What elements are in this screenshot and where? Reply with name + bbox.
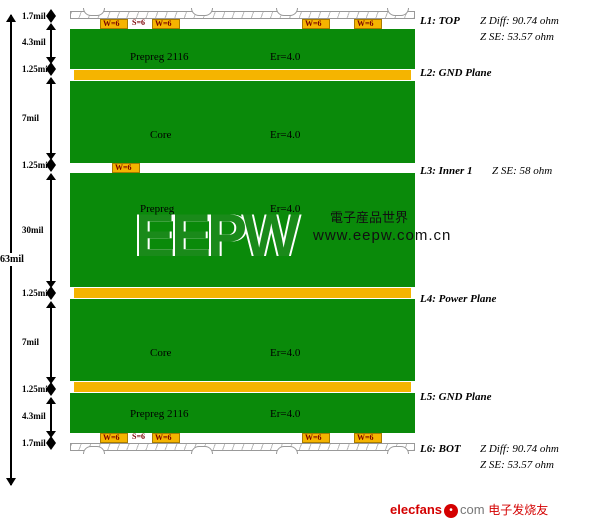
- core-2: Core Er=4.0: [70, 299, 415, 381]
- spacing-label: S=6: [132, 432, 145, 441]
- dim-label: 30mil: [22, 225, 44, 235]
- trace-top-2: W=6: [152, 19, 180, 29]
- watermark-eepw-cn: 電子産品世界: [330, 207, 408, 226]
- layer-name-L3: L3: Inner 1: [420, 165, 473, 177]
- layer-name-L6: L6: BOT: [420, 443, 461, 455]
- trace-bot-3: W=6: [302, 433, 330, 443]
- spacing-label: S=6: [132, 18, 145, 27]
- dim-label: 1.25mil: [22, 160, 50, 170]
- trace-bot-4: W=6: [354, 433, 382, 443]
- dim-label: 7mil: [22, 337, 39, 347]
- dim-label: 1.25mil: [22, 288, 50, 298]
- prepreg-1: Prepreg 2116 Er=4.0: [70, 29, 415, 69]
- trace-top-1: W=6: [100, 19, 128, 29]
- dim-label: 1.25mil: [22, 384, 50, 394]
- impedance-zdiff-L6: Z Diff: 90.74 ohm: [480, 443, 559, 455]
- impedance-zse-L1: Z SE: 53.57 ohm: [480, 31, 554, 43]
- impedance-zdiff-L1: Z Diff: 90.74 ohm: [480, 15, 559, 27]
- soldermask-bottom: [70, 443, 415, 451]
- watermark-elecfans: elecfans•com 电子发烧友: [390, 501, 548, 519]
- dim-label: 1.7mil: [22, 11, 46, 21]
- trace-top-4: W=6: [354, 19, 382, 29]
- trace-top-3: W=6: [302, 19, 330, 29]
- total-thickness-label: 63mil: [0, 253, 24, 266]
- core-1: Core Er=4.0: [70, 81, 415, 163]
- impedance-zse-L3: Z SE: 58 ohm: [492, 165, 552, 177]
- layer-name-L4: L4: Power Plane: [420, 293, 496, 305]
- impedance-zse-L6: Z SE: 53.57 ohm: [480, 459, 554, 471]
- layer-L3-traces: W=6: [70, 163, 415, 173]
- layer-name-L5: L5: GND Plane: [420, 391, 492, 403]
- pcb-stackup-diagram: 63mil 1.7mil 4.3mil 1.25mil 7mil 1.25mil…: [0, 5, 600, 520]
- trace-bot-2: W=6: [152, 433, 180, 443]
- layer-L5-copper: [74, 382, 411, 392]
- layer-name-L1: L1: TOP: [420, 15, 460, 27]
- trace-bot-1: W=6: [100, 433, 128, 443]
- watermark-eepw-logo: EEPW: [135, 201, 296, 270]
- soldermask-top: [70, 11, 415, 19]
- layer-L2-copper: [74, 70, 411, 80]
- dim-label: 4.3mil: [22, 37, 46, 47]
- layer-name-L2: L2: GND Plane: [420, 67, 492, 79]
- prepreg-3: Prepreg 2116 Er=4.0: [70, 393, 415, 433]
- watermark-eepw-url: www.eepw.com.cn: [313, 227, 451, 244]
- layer-L1-traces: W=6 S=6 W=6 W=6 W=6: [70, 19, 415, 29]
- dimension-column: 1.7mil 4.3mil 1.25mil 7mil 1.25mil 30mil…: [22, 5, 70, 505]
- layer-L6-traces: W=6 S=6 W=6 W=6 W=6: [70, 433, 415, 443]
- dim-label: 1.25mil: [22, 64, 50, 74]
- dim-label: 1.7mil: [22, 438, 46, 448]
- dim-label: 7mil: [22, 113, 39, 123]
- trace-inner-1: W=6: [112, 163, 140, 173]
- dim-label: 4.3mil: [22, 411, 46, 421]
- layer-L4-copper: [74, 288, 411, 298]
